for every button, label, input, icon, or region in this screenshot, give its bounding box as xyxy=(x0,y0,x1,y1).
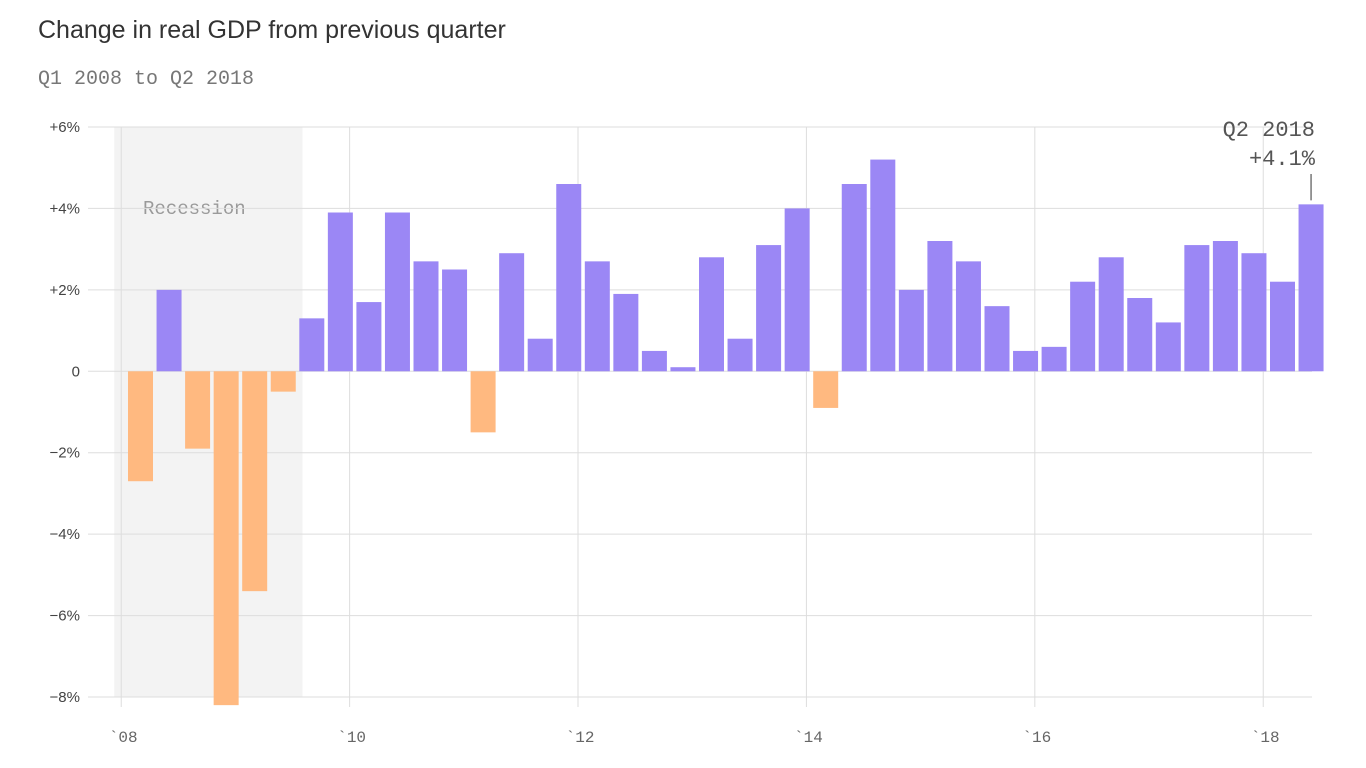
bar-q4-2013 xyxy=(784,208,810,372)
bar-q1-2010 xyxy=(356,302,382,372)
bar-q1-2018 xyxy=(1270,281,1295,372)
bar-q3-2014 xyxy=(870,159,896,372)
bar-q4-2012 xyxy=(670,367,696,372)
chart-title: Change in real GDP from previous quarter xyxy=(38,16,506,44)
bar-q1-2016 xyxy=(1041,346,1067,372)
bar-q2-2012 xyxy=(613,293,639,372)
bar-q2-2016 xyxy=(1070,281,1096,372)
bar-q2-2013 xyxy=(727,338,753,372)
bar-q4-2017 xyxy=(1241,253,1267,372)
x-tick-label: `14 xyxy=(794,729,823,747)
bar-q4-2009 xyxy=(327,212,353,372)
x-tick-label: `10 xyxy=(337,729,366,747)
y-tick-label: +2% xyxy=(50,282,80,299)
bar-q4-2016 xyxy=(1127,298,1153,372)
bar-q2-2011 xyxy=(499,253,525,372)
y-tick-label: 0 xyxy=(72,363,80,380)
bar-q4-2015 xyxy=(1013,350,1039,372)
y-tick-label: +4% xyxy=(50,200,80,217)
y-tick-label: +6% xyxy=(50,119,80,136)
bar-q3-2010 xyxy=(413,261,439,372)
bar-q2-2017 xyxy=(1184,245,1210,372)
bar-q3-2016 xyxy=(1098,257,1124,372)
bar-q2-2015 xyxy=(955,261,981,372)
bar-q1-2008 xyxy=(128,371,153,482)
bar-q1-2013 xyxy=(699,257,724,372)
annotation-quarter: Q2 2018 xyxy=(1223,118,1315,143)
annotation: Q2 2018 +4.1% xyxy=(1223,118,1316,201)
x-tick-label: `18 xyxy=(1251,729,1280,747)
bar-q1-2009 xyxy=(242,371,268,592)
bar-q1-2017 xyxy=(1155,322,1181,372)
bar-q4-2010 xyxy=(442,269,468,372)
bar-q2-2014 xyxy=(841,184,867,372)
x-tick-label: `16 xyxy=(1022,729,1051,747)
chart-subtitle: Q1 2008 to Q2 2018 xyxy=(38,68,255,91)
bar-q1-2011 xyxy=(470,371,496,433)
x-tick-label: `08 xyxy=(109,729,138,747)
bar-q3-2009 xyxy=(299,318,325,372)
y-tick-label: −6% xyxy=(50,608,80,625)
y-tick-label: −4% xyxy=(50,526,80,543)
y-tick-label: −8% xyxy=(50,689,80,706)
bar-q1-2012 xyxy=(584,261,610,372)
bar-q3-2011 xyxy=(527,338,553,372)
bars xyxy=(128,159,1324,706)
bar-q1-2014 xyxy=(813,371,839,408)
bar-q2-2008 xyxy=(156,289,182,372)
bar-q4-2008 xyxy=(213,371,239,706)
recession-label: Recession xyxy=(143,198,246,220)
tick-labels: +6% +4% +2% 0 −2% −4% −6% −8% `08 `10 `12 `14 `16 `18 xyxy=(50,119,1280,747)
bar-q2-2010 xyxy=(384,212,410,372)
y-tick-label: −2% xyxy=(50,445,80,462)
bar-q3-2008 xyxy=(185,371,211,449)
bar-q1-2015 xyxy=(927,241,953,372)
bar-q3-2013 xyxy=(756,245,782,372)
bar-q3-2012 xyxy=(641,350,667,372)
annotation-value: +4.1% xyxy=(1249,147,1316,172)
x-tick-label: `12 xyxy=(566,729,595,747)
bar-q4-2014 xyxy=(898,289,924,372)
bar-q4-2011 xyxy=(556,184,582,372)
bar-q2-2018 xyxy=(1298,204,1324,372)
bar-q3-2015 xyxy=(984,306,1010,372)
bar-q2-2009 xyxy=(270,371,296,392)
bar-q3-2017 xyxy=(1212,241,1238,372)
